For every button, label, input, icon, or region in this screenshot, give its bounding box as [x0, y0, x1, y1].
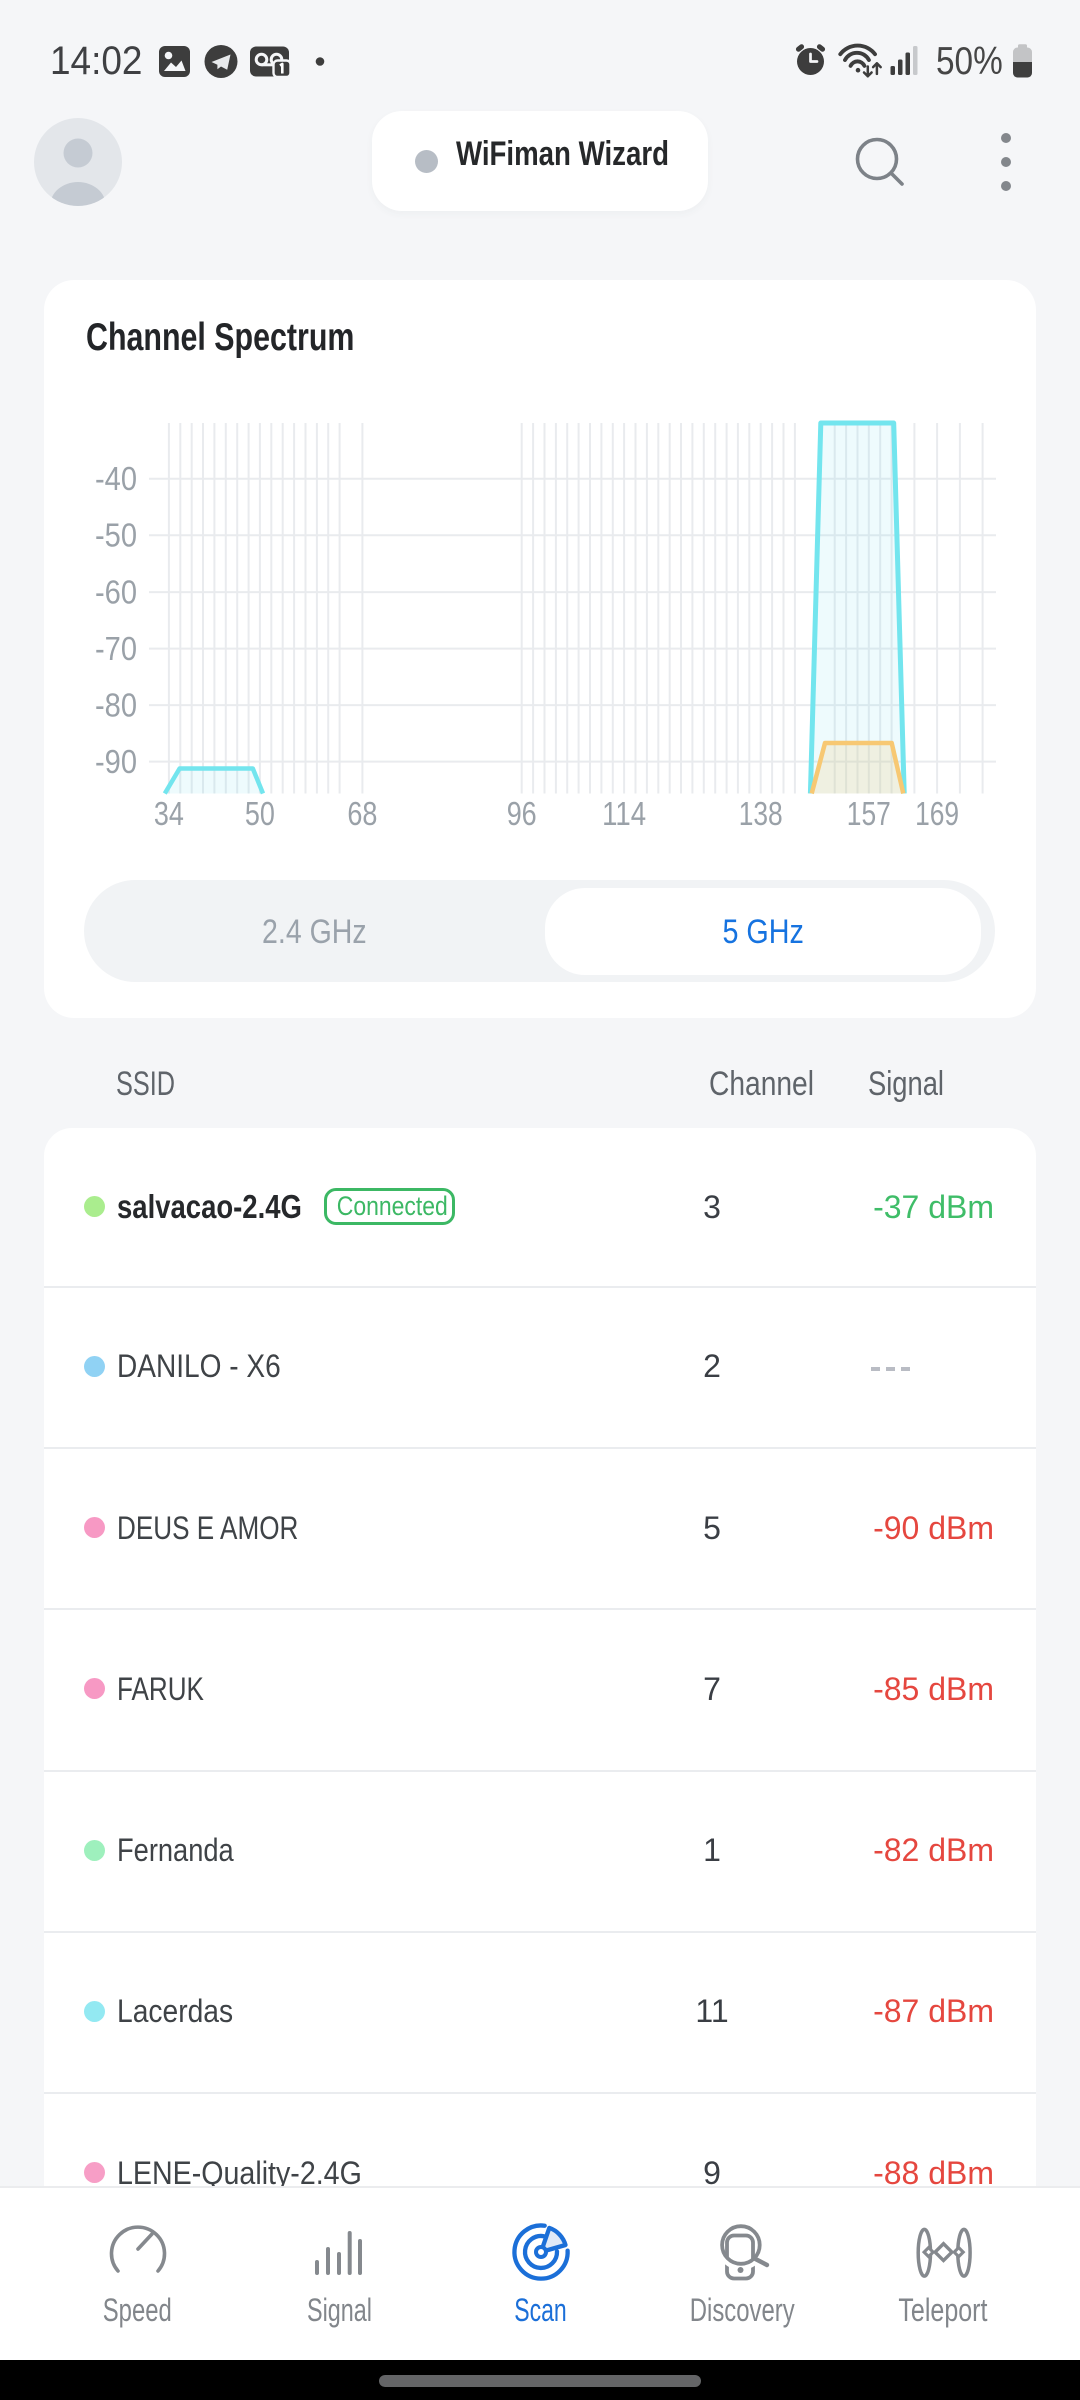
- svg-text:114: 114: [602, 795, 646, 832]
- svg-text:68: 68: [347, 795, 377, 832]
- svg-text:34: 34: [154, 795, 184, 832]
- svg-text:-50: -50: [95, 517, 137, 554]
- svg-text:50: 50: [245, 795, 275, 832]
- svg-text:-90: -90: [95, 743, 137, 780]
- svg-text:169: 169: [915, 795, 959, 832]
- svg-text:157: 157: [847, 795, 891, 832]
- svg-text:96: 96: [507, 795, 537, 832]
- svg-text:-40: -40: [95, 460, 137, 497]
- svg-text:-70: -70: [95, 630, 137, 667]
- svg-text:-80: -80: [95, 687, 137, 724]
- svg-text:-60: -60: [95, 574, 137, 611]
- svg-text:138: 138: [739, 795, 783, 832]
